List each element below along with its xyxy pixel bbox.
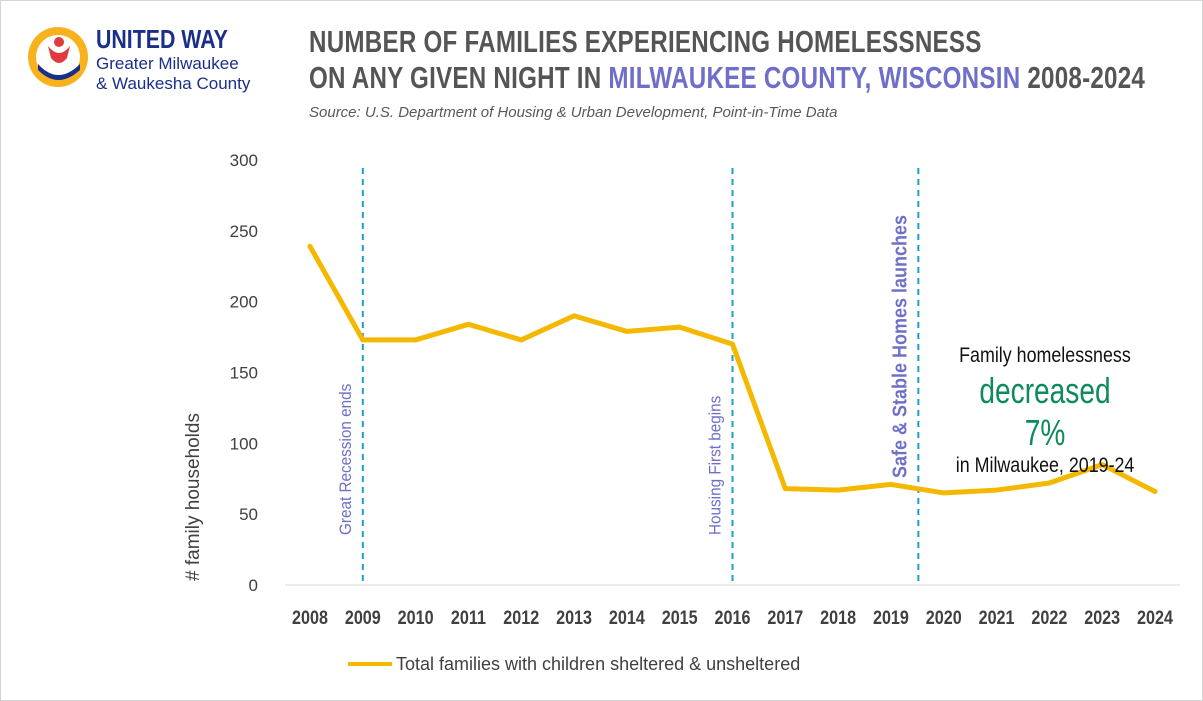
legend-swatch bbox=[348, 661, 392, 666]
y-tick-label: 250 bbox=[230, 222, 258, 241]
event-marker-label: Great Recession ends bbox=[336, 384, 355, 535]
data-point bbox=[624, 328, 630, 334]
data-point bbox=[835, 487, 841, 493]
data-point bbox=[730, 341, 735, 347]
y-tick-label: 150 bbox=[230, 364, 258, 383]
y-tick-label: 100 bbox=[230, 434, 258, 453]
event-marker-label: Housing First begins bbox=[706, 396, 725, 535]
x-tick-label: 2022 bbox=[1031, 607, 1067, 629]
data-point bbox=[941, 490, 947, 496]
y-axis-label: # family households bbox=[183, 413, 204, 581]
data-point bbox=[571, 313, 577, 319]
logo-name: UNITED WAY bbox=[96, 24, 228, 54]
x-tick-label: 2009 bbox=[345, 607, 381, 629]
x-tick-label: 2023 bbox=[1084, 607, 1120, 629]
x-tick-label: 2020 bbox=[926, 607, 962, 629]
data-point bbox=[413, 337, 419, 343]
x-tick-label: 2010 bbox=[398, 607, 434, 629]
x-tick-label: 2012 bbox=[503, 607, 539, 629]
data-point bbox=[994, 487, 1000, 493]
callout-line-2: decreased 7% bbox=[979, 370, 1111, 453]
x-tick-label: 2018 bbox=[820, 607, 856, 629]
x-tick-label: 2019 bbox=[873, 607, 909, 629]
data-point bbox=[782, 486, 788, 492]
x-tick-label: 2024 bbox=[1137, 607, 1173, 629]
data-point bbox=[1046, 480, 1052, 486]
united-way-hand-icon bbox=[28, 27, 88, 87]
chart-source: Source: U.S. Department of Housing & Urb… bbox=[309, 104, 838, 121]
x-tick-label: 2008 bbox=[292, 607, 328, 629]
y-tick-label: 0 bbox=[249, 576, 258, 595]
x-tick-label: 2017 bbox=[767, 607, 803, 629]
x-tick-label: 2016 bbox=[715, 607, 751, 629]
x-tick-label: 2014 bbox=[609, 607, 645, 629]
data-point bbox=[1099, 462, 1105, 468]
x-tick-label: 2021 bbox=[979, 607, 1015, 629]
data-point bbox=[360, 337, 366, 343]
x-tick-label: 2015 bbox=[662, 607, 698, 629]
callout-line-1: Family homelessness bbox=[959, 344, 1131, 367]
data-point bbox=[1152, 489, 1158, 494]
x-tick-label: 2011 bbox=[451, 607, 486, 629]
chart-title-line-2: ON ANY GIVEN NIGHT IN MILWAUKEE COUNTY, … bbox=[309, 60, 1145, 96]
data-point bbox=[465, 321, 471, 327]
title-suffix: 2008-2024 bbox=[1020, 60, 1146, 95]
legend: Total families with children sheltered &… bbox=[348, 654, 800, 678]
y-tick-label: 50 bbox=[239, 505, 258, 524]
chart-title-line-1: NUMBER OF FAMILIES EXPERIENCING HOMELESS… bbox=[309, 24, 982, 59]
legend-label: Total families with children sheltered &… bbox=[396, 654, 801, 674]
united-way-logo: UNITED WAY Greater Milwaukee & Waukesha … bbox=[26, 24, 266, 96]
logo-line-2: & Waukesha County bbox=[96, 74, 251, 93]
callout-line-3: in Milwaukee, 2019-24 bbox=[955, 454, 1135, 477]
logo-line-1: Greater Milwaukee bbox=[96, 54, 239, 73]
x-tick-label: 2013 bbox=[556, 607, 592, 629]
event-marker-label: Safe & Stable Homes launches bbox=[890, 215, 912, 478]
title-highlight: MILWAUKEE COUNTY, WISCONSIN bbox=[608, 60, 1021, 95]
y-tick-label: 200 bbox=[230, 293, 258, 312]
title-prefix: ON ANY GIVEN NIGHT IN bbox=[309, 60, 609, 95]
data-point bbox=[518, 337, 524, 343]
data-point bbox=[677, 324, 683, 330]
y-tick-label: 300 bbox=[230, 151, 258, 170]
data-point bbox=[888, 481, 894, 487]
data-point bbox=[307, 243, 313, 249]
callout: Family homelessness decreased 7% in Milw… bbox=[935, 344, 1155, 478]
